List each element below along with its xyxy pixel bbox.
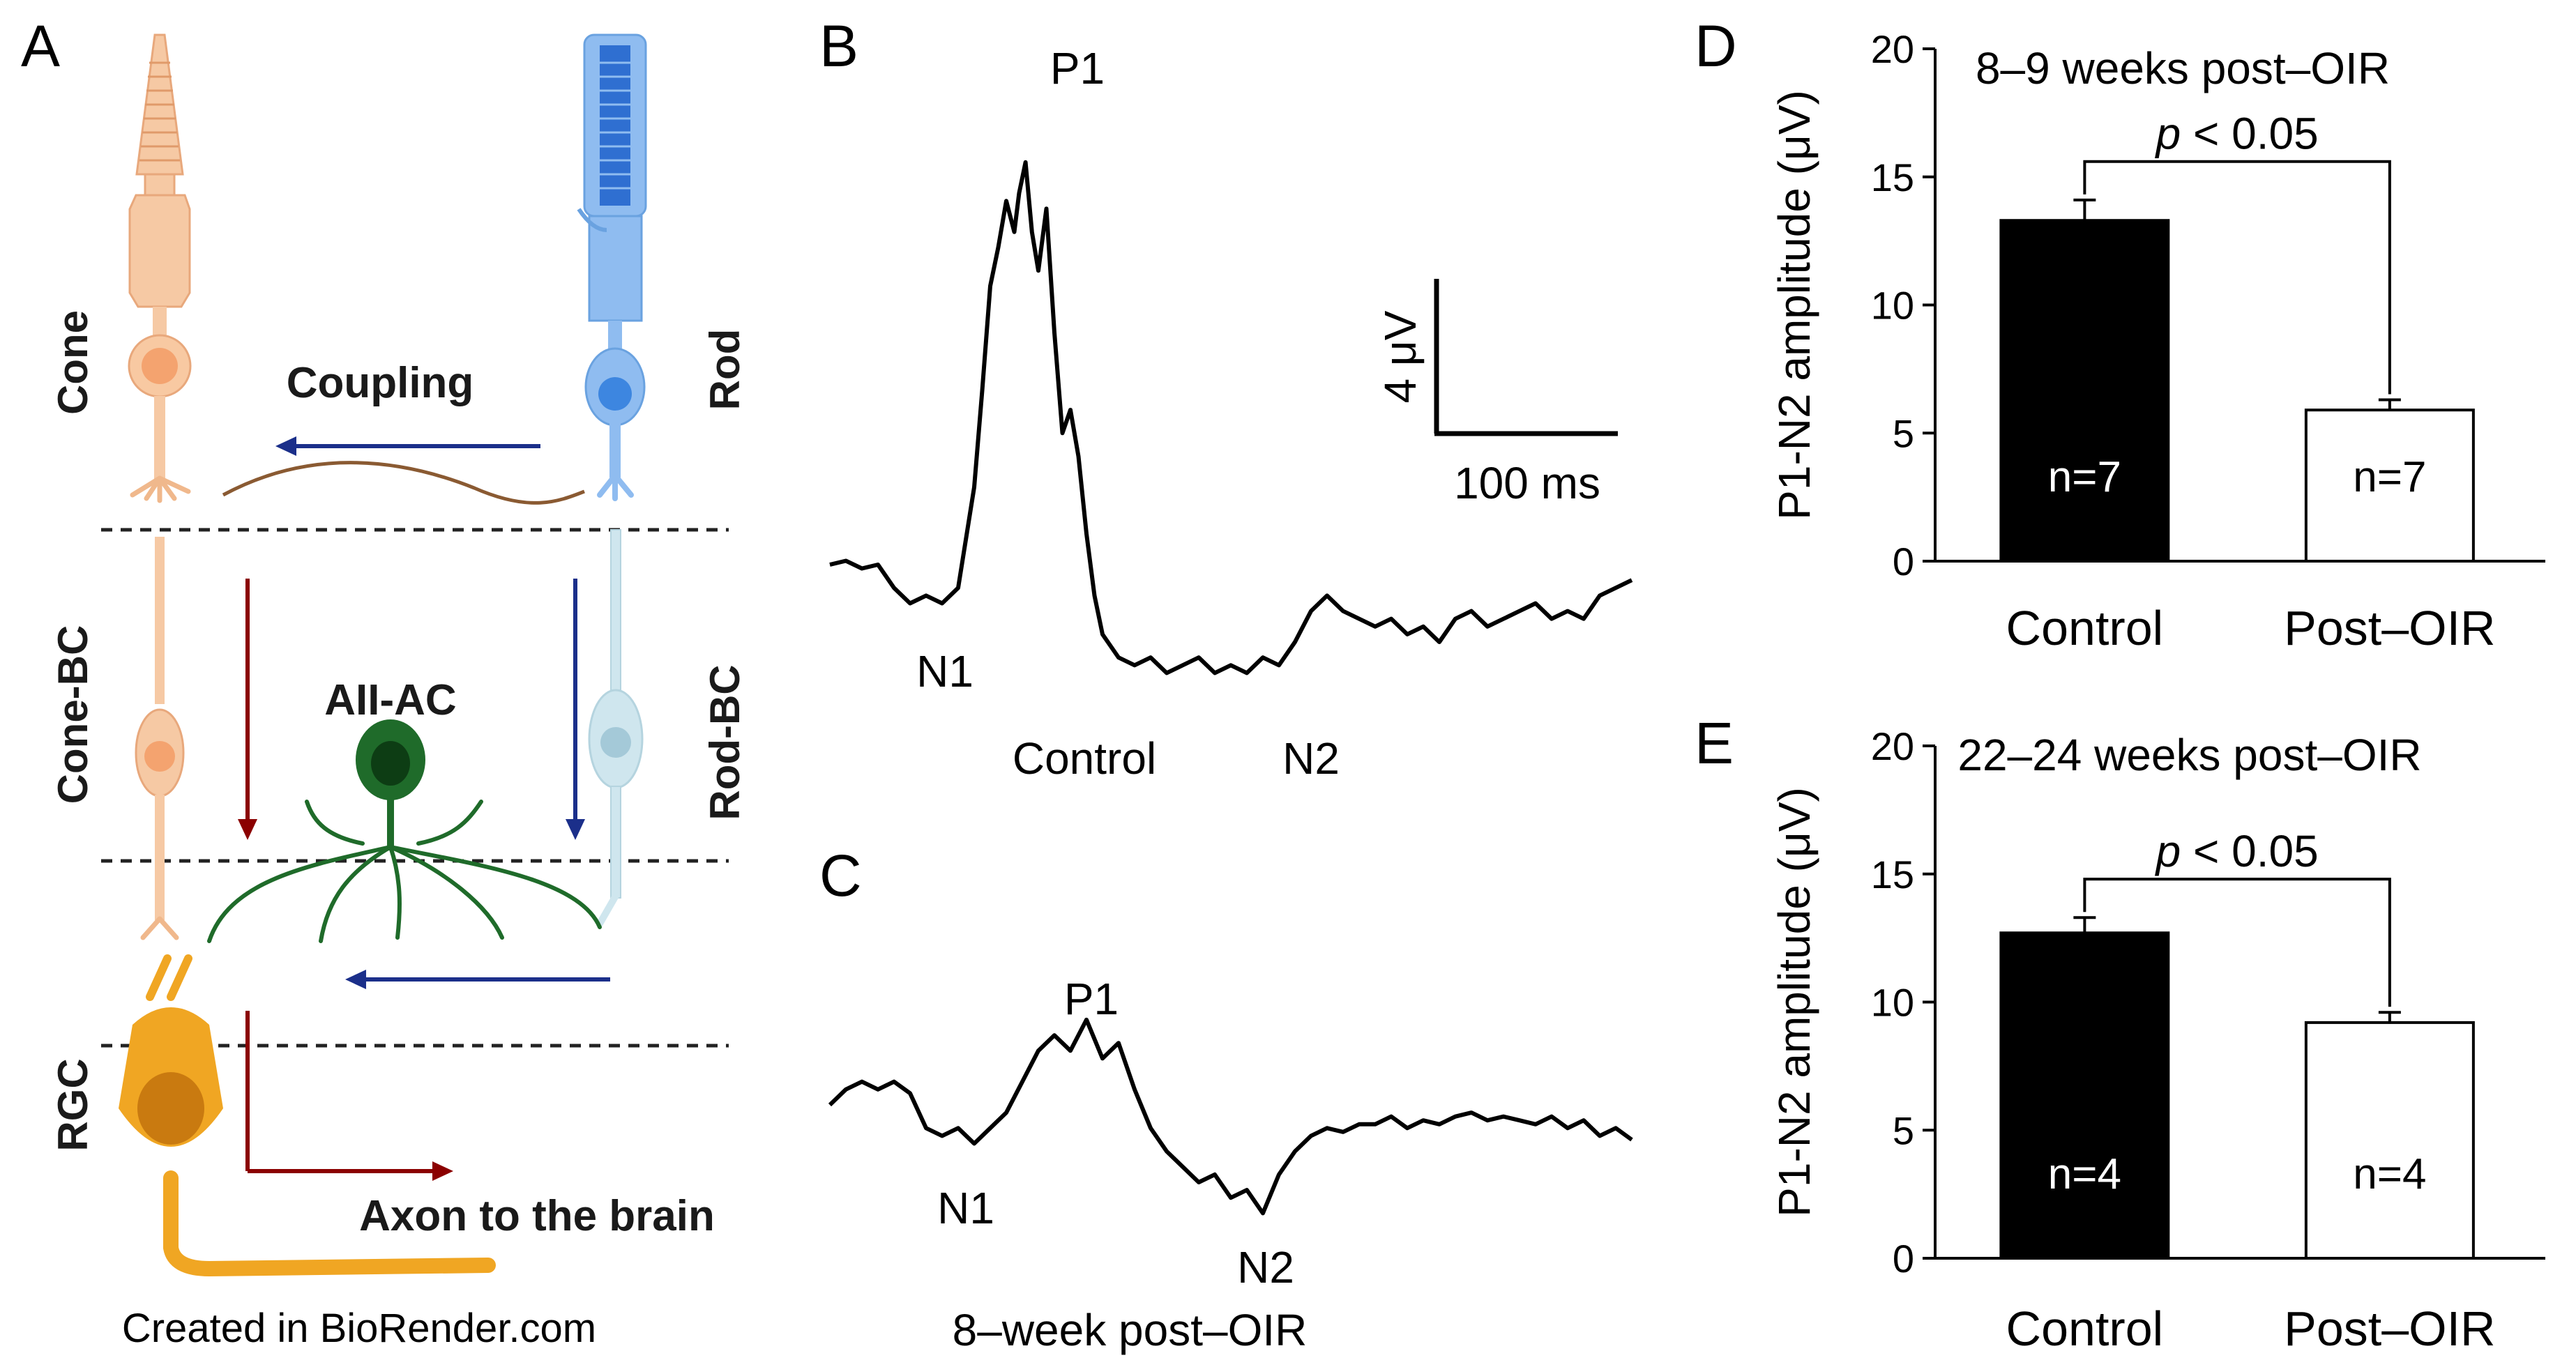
- rod-cell-icon: [577, 33, 647, 501]
- coupling-label: Coupling: [287, 359, 474, 407]
- chart-d-y-tick-label: 5: [1893, 411, 1914, 455]
- chart-d-category-label: Control: [2006, 601, 2164, 655]
- chart-d-significance-bracket: [2083, 160, 2391, 395]
- control-n1-label: N1: [916, 646, 973, 696]
- panel-a-letter: A: [21, 13, 60, 79]
- cone-label: Cone: [50, 310, 96, 415]
- chart-e-title: 22–24 weeks post–OIR: [1957, 730, 2421, 780]
- chart-d-y-tick-label: 0: [1893, 540, 1914, 583]
- chart-e-bar-control: [1999, 931, 2170, 1260]
- axon-label: Axon to the brain: [359, 1192, 715, 1240]
- chart-e-y-tick-label: 0: [1893, 1237, 1914, 1281]
- chart-e-y-tick-label: 10: [1871, 981, 1914, 1025]
- chart-d-category-label: Post–OIR: [2284, 601, 2495, 655]
- gap-junction-coupling-line: [222, 461, 585, 505]
- post-oir-condition-label: 8–week post–OIR: [953, 1305, 1308, 1355]
- chart-e-y-axis-label: P1-N2 amplitude (μV): [1769, 787, 1819, 1217]
- ganglion-cell-icon: [119, 954, 496, 1277]
- chart-d-bar-control: [1999, 219, 2170, 563]
- panel-a-schematic: A: [21, 13, 748, 1351]
- chart-d-plot: 0 5 10 15 20 P1-N2 amplitude (μV) 8–9 weeks po…: [1769, 27, 2545, 655]
- cone-bipolar-cell-icon: [135, 537, 185, 940]
- post-oir-n2-label: N2: [1237, 1242, 1294, 1292]
- chart-e-category-label: Post–OIR: [2284, 1301, 2495, 1356]
- chart-e-significance-bracket: [2083, 878, 2391, 1007]
- scale-bar-time-label: 100 ms: [1454, 458, 1600, 508]
- chart-d-significance-label: p < 0.05: [2155, 109, 2319, 159]
- chart-d-y-tick-label: 20: [1871, 27, 1914, 71]
- post-oir-n1-label: N1: [937, 1183, 994, 1233]
- cone-cell-icon: [128, 33, 192, 503]
- chart-e-bar-post-oir: [2304, 1021, 2475, 1260]
- chart-e-plot: 0 5 10 15 20 P1-N2 amplitude (μV) 22–24 weeks …: [1769, 724, 2545, 1356]
- coupling-arrow-icon: [275, 436, 540, 456]
- panel-c: C P1 N1 N2 8–week post–OIR: [819, 843, 1633, 1355]
- chart-e-n-label: n=4: [2048, 1150, 2121, 1198]
- panel-b: B P1 N1 Control N2 4 μV 100 ms: [819, 13, 1633, 784]
- cone-bc-label: Cone-BC: [50, 625, 96, 804]
- cone-pathway-down-arrow-icon: [238, 579, 257, 840]
- panel-b-letter: B: [819, 13, 858, 79]
- panel-d-bar-chart: D 0 5 10 15 20 P1-N2 amplitude (μV) 8–9 weeks …: [1695, 13, 2545, 655]
- control-condition-label: Control: [1013, 733, 1156, 784]
- chart-e-y-tick-label: 15: [1871, 853, 1914, 896]
- panel-e-letter: E: [1695, 710, 1734, 776]
- chart-d-n-label: n=7: [2353, 453, 2426, 501]
- biorender-credit: Created in BioRender.com: [122, 1306, 596, 1351]
- aii-ac-label: AII-AC: [324, 676, 456, 724]
- rod-bc-label: Rod-BC: [702, 664, 748, 820]
- chart-d-y-tick-label: 15: [1871, 155, 1914, 199]
- rod-label: Rod: [702, 329, 748, 411]
- chart-e-y-tick-label: 20: [1871, 724, 1914, 768]
- rod-pathway-down-arrow-icon: [566, 579, 585, 840]
- post-oir-trace-line: [828, 1017, 1633, 1216]
- panel-e-bar-chart: E 0 5 10 15 20 P1-N2 amplitude (μV) 22–24 week…: [1695, 710, 2545, 1356]
- control-p1-label: P1: [1050, 43, 1105, 93]
- post-oir-p1-label: P1: [1064, 974, 1119, 1024]
- aii-amacrine-cell-icon: [207, 719, 602, 943]
- chart-d-bar-post-oir: [2304, 408, 2475, 563]
- output-arrow-icon: [245, 1011, 453, 1181]
- aii-to-cone-arrow-icon: [345, 970, 610, 989]
- control-n2-label: N2: [1282, 733, 1340, 784]
- chart-e-significance-label: p < 0.05: [2155, 826, 2319, 876]
- chart-e-category-label: Control: [2006, 1301, 2164, 1356]
- chart-d-y-axis-label: P1-N2 amplitude (μV): [1769, 90, 1819, 520]
- chart-e-n-label: n=4: [2353, 1150, 2426, 1198]
- control-trace-line: [829, 160, 1633, 675]
- chart-d-y-tick-label: 10: [1871, 284, 1914, 328]
- chart-d-n-label: n=7: [2048, 453, 2121, 501]
- panel-c-letter: C: [819, 843, 862, 908]
- scale-bar: 4 μV 100 ms: [1375, 279, 1618, 508]
- chart-d-title: 8–9 weeks post–OIR: [1976, 43, 2390, 93]
- rod-bipolar-cell-icon: [588, 529, 644, 927]
- panel-d-letter: D: [1695, 13, 1737, 79]
- scale-bar-amplitude-label: 4 μV: [1375, 310, 1425, 403]
- rgc-label: RGC: [50, 1058, 96, 1151]
- chart-e-y-tick-label: 5: [1893, 1108, 1914, 1152]
